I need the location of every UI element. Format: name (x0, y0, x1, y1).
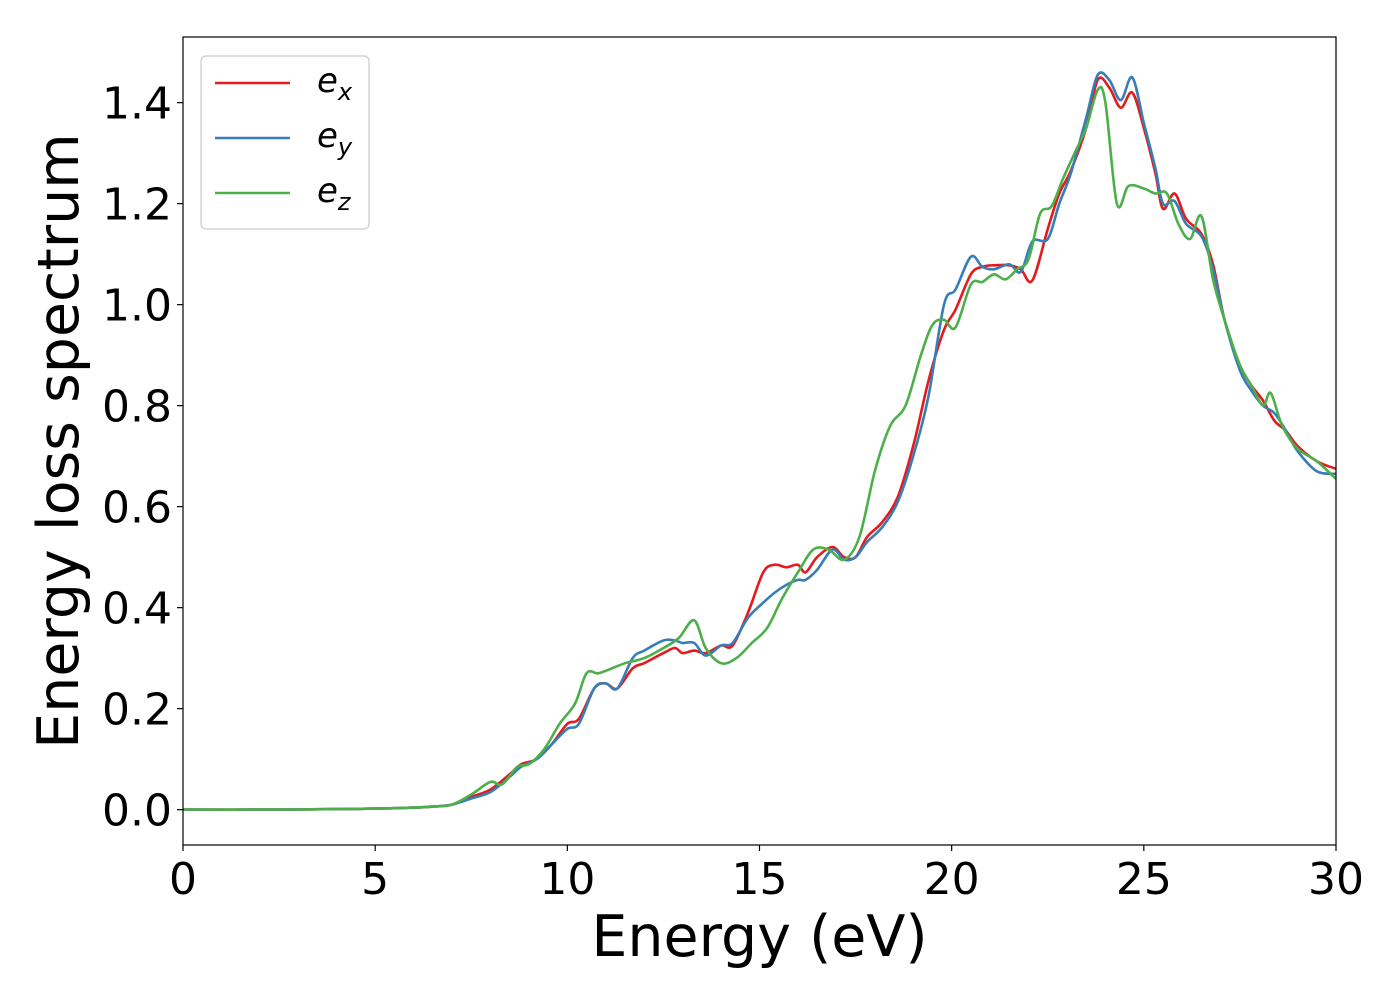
x-tick-label: 15 (732, 854, 788, 905)
x-axis-title: Energy (eV) (591, 904, 927, 970)
y-tick-label: 1.2 (102, 180, 172, 231)
x-tick-label: 20 (924, 854, 980, 905)
x-tick-label: 5 (361, 854, 389, 905)
x-tick-label: 25 (1116, 854, 1172, 905)
y-tick-label: 0.2 (102, 685, 172, 736)
x-tick-label: 0 (169, 854, 197, 905)
x-axis-ticks: 0 5 10 15 20 25 30 (169, 845, 1364, 905)
y-tick-label: 0.8 (102, 382, 172, 433)
x-tick-label: 30 (1308, 854, 1364, 905)
legend-frame (200, 55, 370, 230)
y-axis-ticks: 0.0 0.2 0.4 0.6 0.8 1.0 1.2 1.4 (102, 79, 183, 837)
y-tick-label: 1.0 (102, 281, 172, 332)
series-line-z (182, 85, 1337, 811)
y-axis-title: Energy loss spectrum (26, 133, 92, 749)
legend-label-y: ey (317, 116, 353, 161)
y-tick-label: 0.6 (102, 483, 172, 534)
series-layer (182, 71, 1337, 811)
y-tick-label: 0.4 (102, 584, 172, 635)
series-line-y (182, 71, 1337, 811)
y-tick-label: 0.0 (102, 786, 172, 837)
y-tick-label: 1.4 (102, 79, 172, 130)
x-tick-label: 10 (539, 854, 595, 905)
plot-background (183, 37, 1336, 845)
